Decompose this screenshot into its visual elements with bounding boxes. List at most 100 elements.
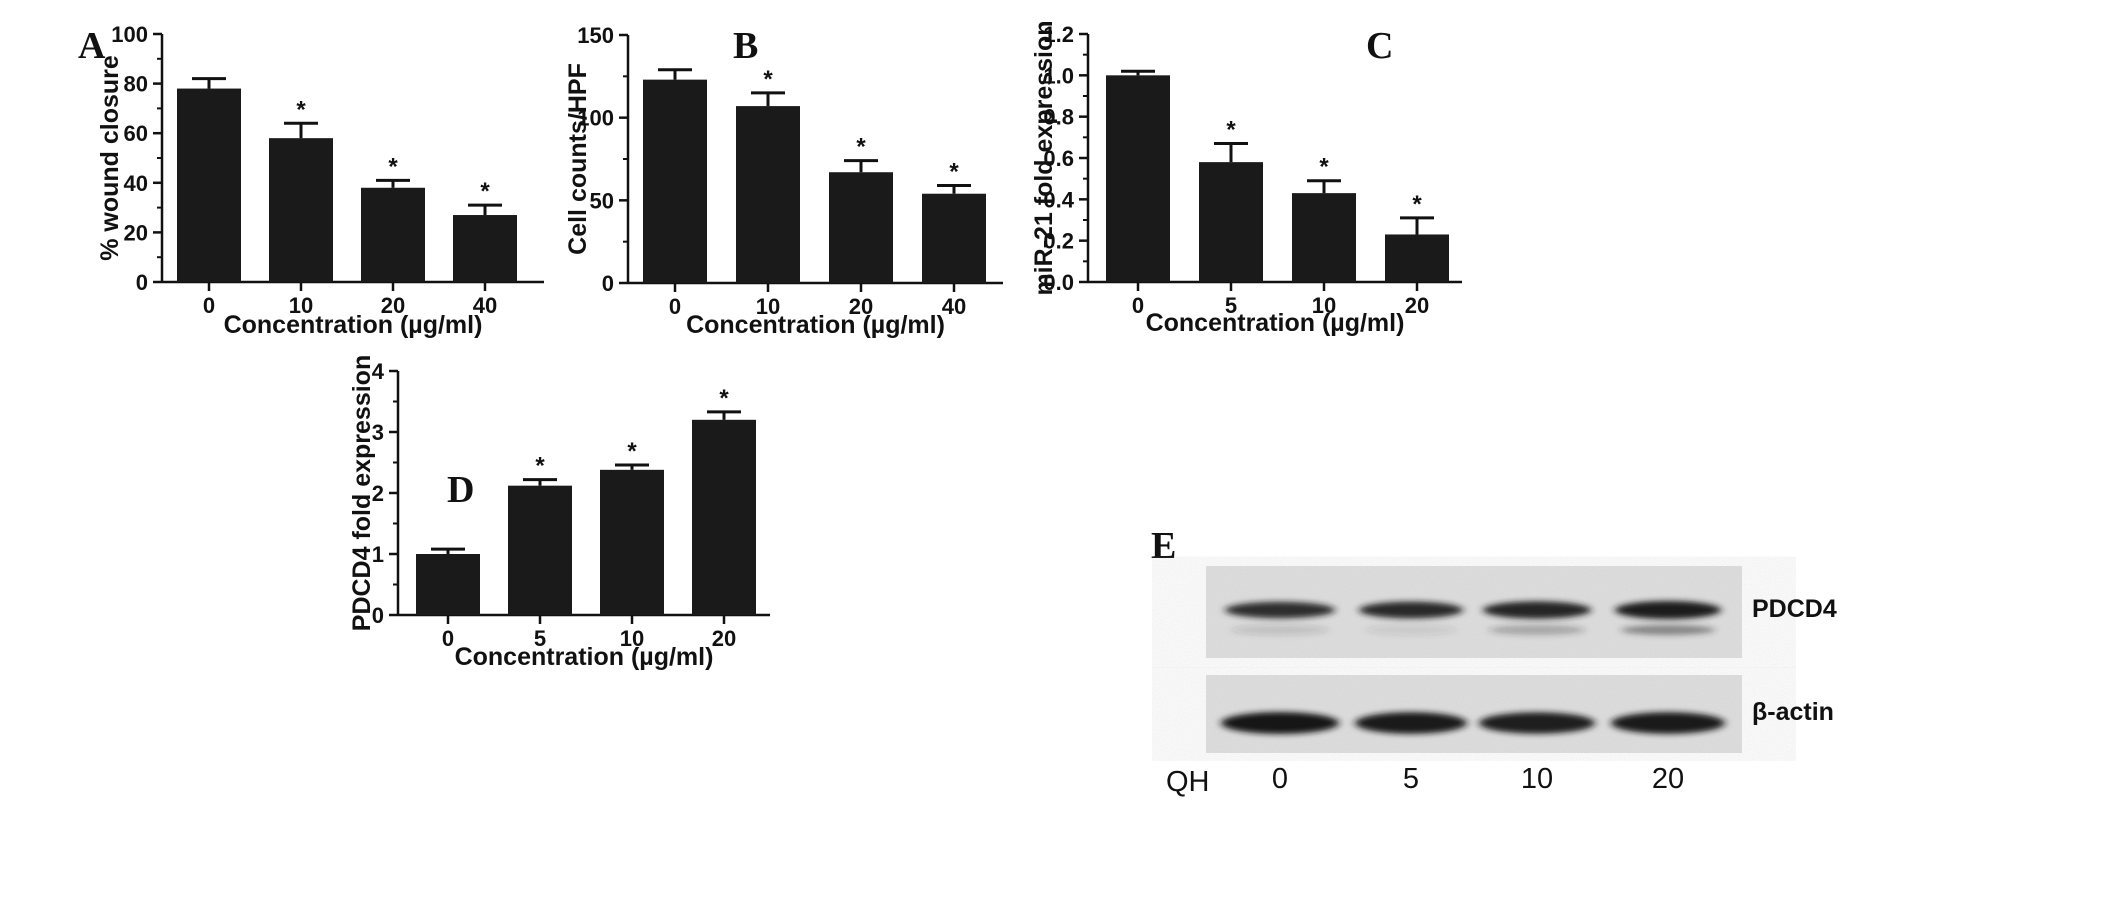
significance-star: * [1412, 191, 1422, 218]
x-axis-title: Concentration (µg/ml) [455, 643, 714, 671]
significance-star: * [388, 153, 398, 180]
y-tick-label: 2 [372, 481, 384, 506]
x-tick-label: 20 [1405, 293, 1429, 318]
band-pdcd4-lower [1231, 625, 1329, 635]
y-axis-title: PDCD4 fold expression [348, 355, 376, 631]
y-tick-label: 20 [124, 220, 148, 245]
panel-letter-a: A [78, 25, 106, 67]
lane-label-1: 0 [1272, 763, 1288, 795]
y-tick-label: 1.2 [1043, 22, 1074, 47]
bar [829, 172, 893, 283]
band-actin [1611, 712, 1725, 734]
bar [643, 79, 707, 283]
x-axis-title: Concentration (µg/ml) [224, 311, 483, 339]
x-tick-label: 10 [620, 626, 644, 651]
band-pdcd4 [1483, 601, 1591, 619]
x-tick-label: 20 [712, 626, 736, 651]
bar [736, 106, 800, 284]
band-actin [1221, 712, 1339, 734]
y-tick-label: 100 [577, 106, 614, 131]
x-tick-label: 5 [534, 626, 546, 651]
bar [1292, 193, 1356, 282]
x-tick-label: 20 [381, 293, 405, 318]
bar [692, 419, 756, 615]
significance-star: * [480, 178, 490, 205]
bar [1385, 234, 1449, 282]
y-axis-title: % wound closure [96, 55, 124, 261]
y-tick-label: 0.6 [1043, 146, 1074, 171]
significance-star: * [1319, 154, 1329, 181]
bar [1199, 162, 1263, 282]
y-tick-label: 50 [590, 188, 614, 213]
significance-star: * [949, 158, 959, 185]
lane-label-4: 20 [1652, 763, 1684, 795]
x-tick-label: 40 [942, 294, 966, 319]
bar [508, 485, 572, 615]
y-tick-label: 0.4 [1043, 187, 1074, 212]
significance-star: * [627, 438, 637, 465]
y-tick-label: 4 [372, 359, 385, 384]
x-tick-label: 0 [669, 294, 681, 319]
blot-label-pdcd4: PDCD4 [1752, 595, 1837, 623]
significance-star: * [296, 96, 306, 123]
x-axis-title: Concentration (µg/ml) [686, 311, 945, 339]
x-tick-label: 10 [756, 294, 780, 319]
band-pdcd4 [1615, 601, 1721, 619]
bar [269, 138, 333, 282]
y-tick-label: 60 [124, 121, 148, 146]
bar [177, 88, 241, 282]
blot-label-actin: β-actin [1752, 698, 1834, 726]
x-tick-label: 20 [849, 294, 873, 319]
x-tick-label: 10 [1312, 293, 1336, 318]
y-tick-label: 80 [124, 72, 148, 97]
band-pdcd4-lower [1489, 625, 1585, 635]
band-actin [1355, 712, 1467, 734]
y-tick-label: 0 [602, 271, 614, 296]
bar [1106, 75, 1170, 282]
y-tick-label: 40 [124, 171, 148, 196]
y-tick-label: 100 [111, 22, 148, 47]
bar [600, 469, 664, 615]
bar [361, 187, 425, 282]
significance-star: * [763, 66, 773, 93]
x-axis-title: Concentration (µg/ml) [1146, 309, 1405, 337]
y-tick-label: 0.0 [1043, 270, 1074, 295]
significance-star: * [1226, 117, 1236, 144]
y-tick-label: 0.2 [1043, 229, 1074, 254]
x-tick-label: 0 [442, 626, 454, 651]
lane-prefix: QH [1166, 766, 1210, 798]
y-axis-title: Cell counts/HPF [564, 63, 592, 255]
western-blot: PDCD4 β-actin QH 0 5 10 20 [1166, 566, 1837, 798]
x-tick-label: 10 [289, 293, 313, 318]
panel-letter-c: C [1366, 25, 1393, 67]
x-tick-label: 0 [1132, 293, 1144, 318]
bar [416, 554, 480, 615]
chart-c-mir21-expression: 0.0 0.2 0.4 0.6 0.8 1.0 1.2 0 * 5 * 10 * 20Concentrat… [1030, 20, 1462, 337]
x-tick-label: 5 [1225, 293, 1237, 318]
significance-star: * [535, 453, 545, 480]
band-pdcd4 [1225, 601, 1335, 619]
y-tick-label: 150 [577, 23, 614, 48]
y-tick-label: 1.0 [1043, 63, 1074, 88]
y-tick-label: 0 [136, 270, 148, 295]
bar [922, 193, 986, 283]
band-pdcd4-lower [1365, 625, 1457, 635]
x-tick-label: 0 [203, 293, 215, 318]
lane-label-3: 10 [1521, 763, 1553, 795]
y-tick-label: 1 [372, 542, 384, 567]
panel-letter-e: E [1151, 525, 1176, 567]
bar [453, 215, 517, 282]
y-axis-title: miR-21 fold expression [1030, 20, 1058, 295]
band-pdcd4 [1359, 601, 1463, 619]
panel-letter-d: D [447, 469, 474, 511]
lane-label-2: 5 [1403, 763, 1419, 795]
y-tick-label: 3 [372, 420, 384, 445]
band-actin [1479, 712, 1595, 734]
significance-star: * [856, 134, 866, 161]
band-pdcd4-lower [1621, 625, 1715, 635]
significance-star: * [719, 385, 729, 412]
